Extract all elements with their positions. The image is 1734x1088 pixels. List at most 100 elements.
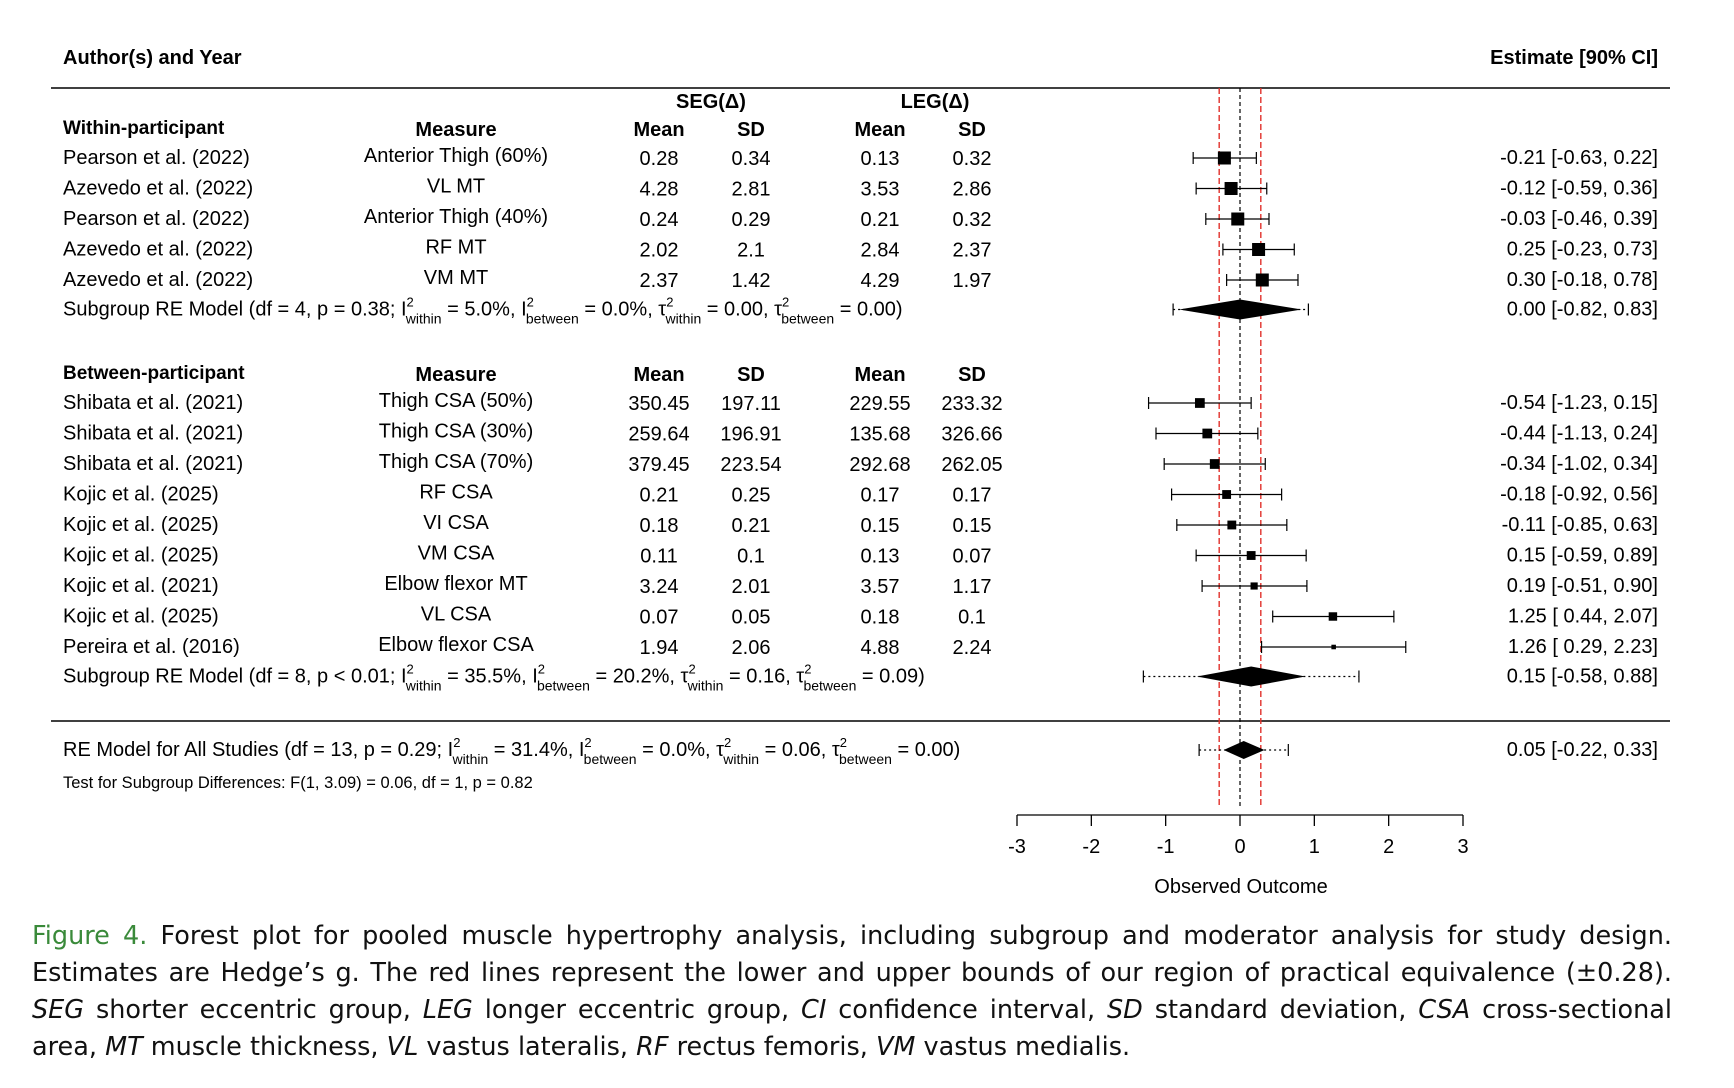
caption-abbr-def: vastus lateralis, <box>418 1032 637 1062</box>
x-tick-label: 2 <box>1383 836 1394 858</box>
caption-abbr: RF <box>636 1032 669 1062</box>
seg-sd: 0.34 <box>732 148 771 170</box>
study-point <box>1227 520 1237 530</box>
study-point <box>1250 582 1258 590</box>
table-row: Shibata et al. (2021) Thigh CSA (50%) 350.… <box>63 390 1658 415</box>
leg-mean: 3.53 <box>861 179 900 201</box>
study-mark <box>1272 610 1395 623</box>
forest-plot: Author(s) and Year Estimate [90% CI] SEG… <box>51 47 1670 898</box>
leg-mean: 0.15 <box>861 515 900 537</box>
study-estimate: 0.25 [-0.23, 0.73] <box>1507 239 1658 261</box>
leg-mean: 229.55 <box>849 393 910 415</box>
caption-abbr: SEG <box>32 995 85 1025</box>
caption-text: Forest plot for pooled muscle hypertroph… <box>32 921 1672 988</box>
x-tick-label: 0 <box>1234 836 1245 858</box>
study-author: Azevedo et al. (2022) <box>63 239 253 261</box>
study-mark <box>1222 243 1295 256</box>
table-row: Kojic et al. (2021) Elbow flexor MT 3.24 2.… <box>63 573 1658 598</box>
seg-sd: 1.42 <box>732 270 771 292</box>
caption-abbr-def: muscle thickness, <box>142 1032 387 1062</box>
caption-abbr: LEG <box>422 995 473 1025</box>
leg-sd: 0.1 <box>958 607 986 629</box>
study-measure: VL MT <box>427 176 485 198</box>
table-row: Pearson et al. (2022) Anterior Thigh (40%… <box>63 206 1658 231</box>
study-mark <box>1205 212 1270 226</box>
caption-abbr-def: confidence interval, <box>826 995 1107 1025</box>
study-mark <box>1195 549 1307 562</box>
table-row: Azevedo et al. (2022) VL MT 4.28 2.81 3.53 2.… <box>63 176 1658 201</box>
study-point <box>1255 273 1269 287</box>
study-estimate: -0.12 [-0.59, 0.36] <box>1500 178 1658 200</box>
study-estimate: -0.03 [-0.46, 0.39] <box>1500 208 1658 230</box>
study-author: Kojic et al. (2025) <box>63 606 219 628</box>
leg-mean: 135.68 <box>849 424 910 446</box>
seg-sd: 223.54 <box>720 454 781 476</box>
leg-sd: 262.05 <box>941 454 1002 476</box>
study-point <box>1231 212 1245 226</box>
leg-mean: 0.13 <box>861 546 900 568</box>
study-measure: Thigh CSA (30%) <box>379 421 534 443</box>
seg-mean: 3.24 <box>640 576 679 598</box>
caption-abbr-def: cross-sectional area, <box>32 995 1672 1062</box>
study-point <box>1224 182 1238 195</box>
study-author: Kojic et al. (2021) <box>63 575 219 597</box>
table-row: Kojic et al. (2025) VI CSA 0.18 0.21 0.15 0.1… <box>63 512 1658 537</box>
caption-abbr: VM <box>875 1032 916 1062</box>
study-measure: RF CSA <box>419 482 493 504</box>
subgroup-test: Test for Subgroup Differences: F(1, 3.09… <box>63 774 533 792</box>
subgroup-model-label: Subgroup RE Model (df = 8, p < 0.01; I2 w… <box>63 662 925 694</box>
table-row: Kojic et al. (2025) RF CSA 0.21 0.25 0.17 0.1… <box>63 482 1658 507</box>
x-axis-label: Observed Outcome <box>1154 876 1327 898</box>
table-row: Azevedo et al. (2022) VM MT 2.37 1.42 4.29 1.… <box>63 267 1658 292</box>
study-mark <box>1171 488 1283 501</box>
study-measure: RF MT <box>425 237 486 259</box>
leg-sd: 0.32 <box>953 148 992 170</box>
study-estimate: 0.15 [-0.59, 0.89] <box>1507 545 1658 567</box>
summary-diamond <box>1196 666 1306 687</box>
seg-mean: 379.45 <box>628 454 689 476</box>
study-mark <box>1192 151 1257 165</box>
study-point <box>1202 428 1213 439</box>
study-point <box>1222 490 1232 499</box>
column-header-seg-mean: Mean <box>633 119 684 141</box>
study-estimate: 1.25 [ 0.44, 2.07] <box>1508 606 1658 628</box>
seg-sd: 196.91 <box>720 424 781 446</box>
seg-mean: 0.21 <box>640 485 679 507</box>
leg-sd: 1.17 <box>953 576 992 598</box>
summary-diamond <box>1179 299 1302 320</box>
seg-sd: 0.1 <box>737 546 765 568</box>
x-tick-label: -2 <box>1082 836 1100 858</box>
seg-mean: 0.28 <box>640 148 679 170</box>
leg-mean: 4.29 <box>861 270 900 292</box>
caption-abbr-def: longer eccentric group, <box>472 995 802 1025</box>
study-measure: Thigh CSA (50%) <box>379 390 534 412</box>
study-author: Kojic et al. (2025) <box>63 545 219 567</box>
column-header-leg-sd: SD <box>958 119 986 141</box>
caption-abbr-def: standard deviation, <box>1142 995 1419 1025</box>
seg-mean: 1.94 <box>640 637 679 659</box>
subgroup-model-label: Subgroup RE Model (df = 4, p = 0.38; I2 w… <box>63 295 903 327</box>
caption-abbr-def: shorter eccentric group, <box>84 995 423 1025</box>
study-measure: VM CSA <box>418 543 495 565</box>
column-header-leg-mean: Mean <box>854 364 905 386</box>
leg-mean: 0.13 <box>861 148 900 170</box>
caption-abbr: CI <box>801 995 827 1025</box>
study-measure: Elbow flexor CSA <box>378 634 534 656</box>
leg-sd: 0.07 <box>953 546 992 568</box>
study-measure: VI CSA <box>423 512 489 534</box>
leg-sd: 233.32 <box>941 393 1002 415</box>
study-point <box>1252 243 1266 256</box>
table-row: Azevedo et al. (2022) RF MT 2.02 2.1 2.84 2.3… <box>63 237 1658 262</box>
summary-diamond <box>1223 741 1265 759</box>
study-mark <box>1201 580 1308 592</box>
subgroup-model-estimate: 0.15 [-0.58, 0.88] <box>1507 666 1658 688</box>
seg-sd: 2.1 <box>737 240 765 262</box>
overall-diamond <box>1198 741 1289 759</box>
caption-abbr-def: vastus medialis. <box>915 1032 1131 1062</box>
section-label: Between-participant <box>63 363 245 384</box>
caption-abbr: SD <box>1107 995 1143 1025</box>
leg-sd: 0.17 <box>953 485 992 507</box>
seg-sd: 0.21 <box>732 515 771 537</box>
study-author: Pereira et al. (2016) <box>63 636 240 658</box>
forest-marks <box>1142 151 1407 759</box>
